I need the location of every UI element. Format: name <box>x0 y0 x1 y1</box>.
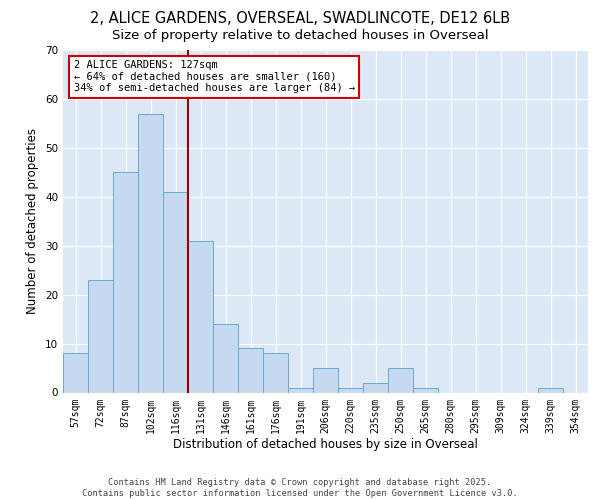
X-axis label: Distribution of detached houses by size in Overseal: Distribution of detached houses by size … <box>173 438 478 451</box>
Bar <box>288 388 313 392</box>
Text: Contains HM Land Registry data © Crown copyright and database right 2025.
Contai: Contains HM Land Registry data © Crown c… <box>82 478 518 498</box>
Bar <box>138 114 163 392</box>
Text: 2, ALICE GARDENS, OVERSEAL, SWADLINCOTE, DE12 6LB: 2, ALICE GARDENS, OVERSEAL, SWADLINCOTE,… <box>90 11 510 26</box>
Bar <box>63 354 88 393</box>
Bar <box>88 280 113 392</box>
Bar <box>163 192 188 392</box>
Bar <box>113 172 138 392</box>
Bar <box>313 368 338 392</box>
Bar <box>213 324 238 392</box>
Bar <box>363 382 388 392</box>
Bar <box>188 241 213 392</box>
Bar <box>263 354 288 393</box>
Bar <box>238 348 263 393</box>
Bar <box>538 388 563 392</box>
Text: 2 ALICE GARDENS: 127sqm
← 64% of detached houses are smaller (160)
34% of semi-d: 2 ALICE GARDENS: 127sqm ← 64% of detache… <box>74 60 355 94</box>
Text: Size of property relative to detached houses in Overseal: Size of property relative to detached ho… <box>112 29 488 42</box>
Bar <box>338 388 363 392</box>
Y-axis label: Number of detached properties: Number of detached properties <box>26 128 40 314</box>
Bar <box>413 388 438 392</box>
Bar <box>388 368 413 392</box>
